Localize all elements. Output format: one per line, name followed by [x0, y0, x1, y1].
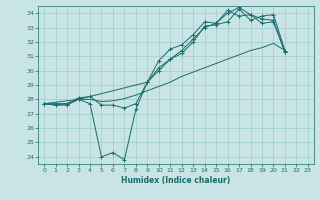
X-axis label: Humidex (Indice chaleur): Humidex (Indice chaleur) [121, 176, 231, 185]
